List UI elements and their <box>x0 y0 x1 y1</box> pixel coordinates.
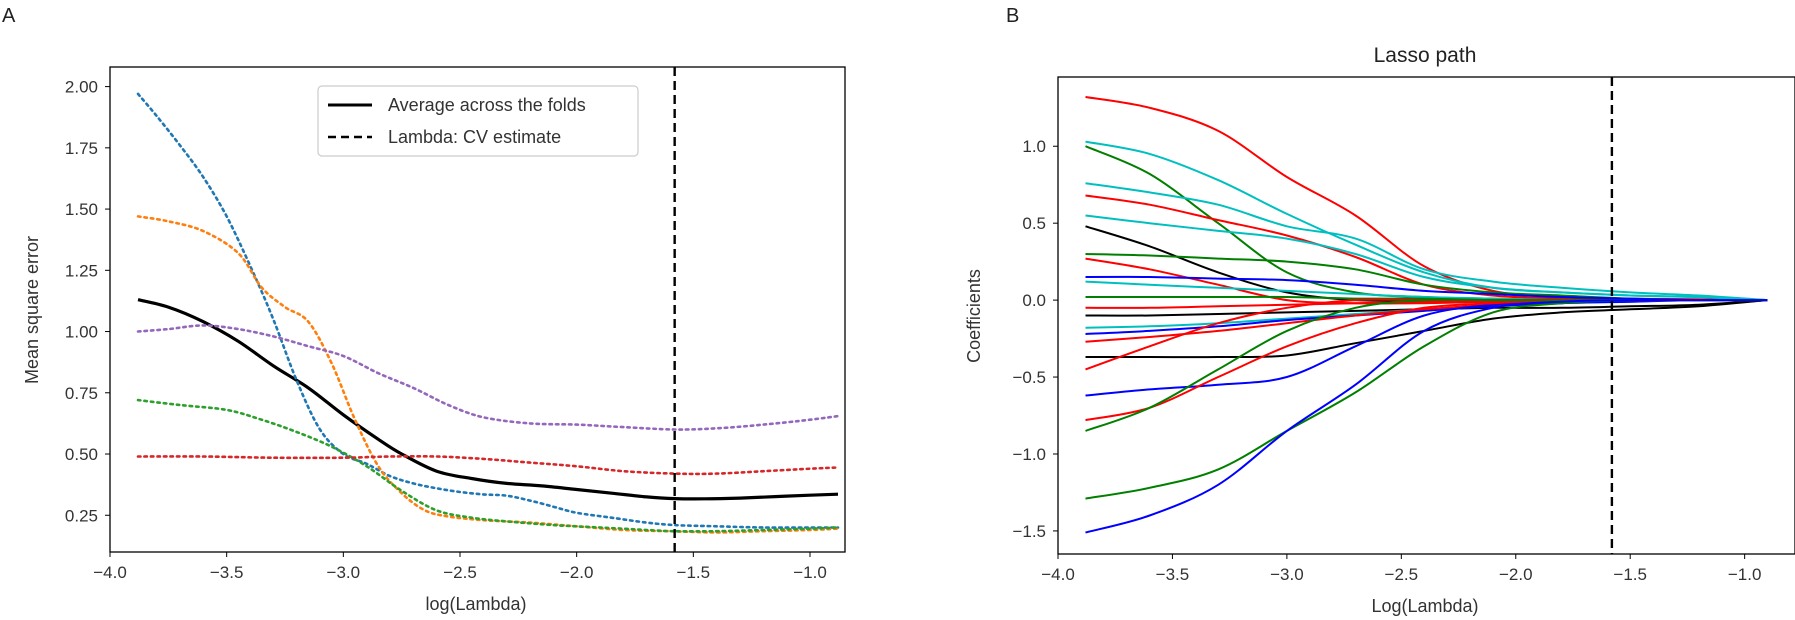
panel-b-plot: −4.0 −3.5 −3.0 −2.5 −2.0 −1.5 −1.0 −1.5 −1.0 −0.5… <box>1012 77 1768 584</box>
panel-a-xtick-label: −1.0 <box>793 563 827 582</box>
panel-a-series-line-2 <box>136 92 840 529</box>
panel-a-plot-frame <box>109 66 846 553</box>
panel-a-ytick-label: 1.00 <box>65 323 98 342</box>
panel-b-title: Lasso path <box>1374 44 1477 67</box>
panel-a-ytick-label: 1.25 <box>65 261 98 280</box>
panel-b-xtick-label: −1.5 <box>1613 565 1647 584</box>
panel-a-legend: Average across the folds Lambda: CV esti… <box>317 85 639 157</box>
panel-b-series-line-16 <box>1085 299 1768 335</box>
panel-b: B Lasso path −4.0 −3.5 −3.0 −2.5 −2.0 −1.5 −1.… <box>964 5 1795 616</box>
legend-entry-average: Average across the folds <box>388 95 586 115</box>
panel-b-xlabel: Log(Lambda) <box>1371 596 1478 616</box>
panel-a-ytick-label: 1.50 <box>65 200 98 219</box>
panel-letter-a: A <box>2 5 16 27</box>
panel-b-series-line-21 <box>1085 298 1768 422</box>
panel-a-series-line-1 <box>137 298 839 501</box>
panel-b-series-line-4 <box>1085 182 1768 302</box>
panel-b-ylabel: Coefficients <box>964 269 984 363</box>
panel-a-xtick-label: −3.5 <box>210 563 244 582</box>
panel-a-xtick-label: −1.5 <box>677 563 711 582</box>
panel-b-xtick-label: −2.5 <box>1385 565 1419 584</box>
panel-a-ytick-label: 0.50 <box>65 445 98 464</box>
panel-a-ytick-label: 2.00 <box>65 78 98 97</box>
panel-b-xtick-label: −4.0 <box>1041 565 1075 584</box>
panel-b-xtick-label: −2.0 <box>1499 565 1533 584</box>
panel-b-series-line-24 <box>1085 299 1768 534</box>
legend-box <box>317 85 639 157</box>
panel-a-series-line-4 <box>136 398 840 533</box>
panel-b-ytick-label: 1.0 <box>1022 137 1046 156</box>
panel-b-series-line-2 <box>1085 140 1768 302</box>
panel-b-series-group <box>1085 96 1768 534</box>
panel-b-ytick-label: −1.0 <box>1012 445 1046 464</box>
panel-a-xtick-label: −2.5 <box>443 563 477 582</box>
panel-a: A −4.0 −3.5 −3.0 −2.5 −2.0 −1.5 −1.0 0.25 0.50 0.… <box>2 5 846 614</box>
panel-b-xtick-label: −1.0 <box>1728 565 1762 584</box>
panel-a-ytick-label: 1.75 <box>65 139 98 158</box>
panel-b-series-line-6 <box>1085 214 1768 302</box>
panel-b-plot-frame <box>1057 76 1795 555</box>
panel-a-series-line-6 <box>136 324 840 431</box>
panel-a-series-line-3 <box>136 215 840 534</box>
panel-b-series-line-7 <box>1085 225 1768 302</box>
panel-b-ytick-label: 0.0 <box>1022 291 1046 310</box>
panel-a-ytick-label: 0.75 <box>65 384 98 403</box>
panel-a-ylabel: Mean square error <box>22 236 42 384</box>
panel-a-plot: −4.0 −3.5 −3.0 −2.5 −2.0 −1.5 −1.0 0.25 0.50 0.75… <box>65 67 840 582</box>
panel-a-xtick-label: −3.0 <box>327 563 361 582</box>
panel-b-ytick-label: −1.5 <box>1012 522 1046 541</box>
panel-b-xtick-label: −3.5 <box>1156 565 1190 584</box>
panel-a-series-line-5 <box>136 454 840 476</box>
panel-a-xtick-label: −4.0 <box>93 563 127 582</box>
panel-letter-b: B <box>1006 5 1019 27</box>
legend-entry-lambda: Lambda: CV estimate <box>388 127 561 147</box>
panel-a-xtick-label: −2.0 <box>560 563 594 582</box>
panel-b-ytick-label: 0.5 <box>1022 214 1046 233</box>
panel-b-series-line-22 <box>1085 298 1768 432</box>
panel-a-series-group <box>136 92 840 534</box>
panel-a-xlabel: log(Lambda) <box>425 594 526 614</box>
panel-b-xtick-label: −3.0 <box>1270 565 1304 584</box>
panel-a-ytick-label: 0.25 <box>65 506 98 525</box>
panel-b-ytick-label: −0.5 <box>1012 368 1046 387</box>
